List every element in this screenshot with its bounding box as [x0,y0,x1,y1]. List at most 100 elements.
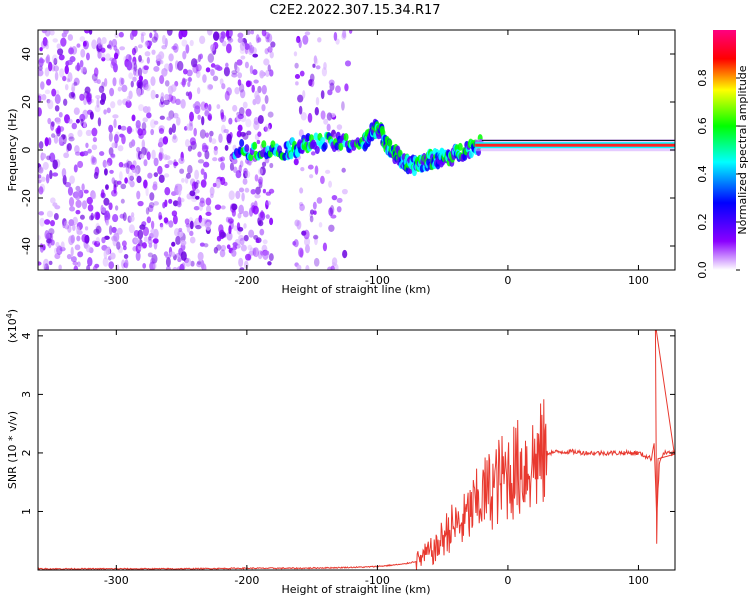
heatmap-cell [50,121,55,127]
heatmap-cell [267,111,274,118]
heatmap-cell [185,91,190,97]
heatmap-cell [151,149,156,160]
heatmap-cell [142,262,147,269]
heatmap-cell [225,30,230,38]
heatmap-cell [218,133,223,143]
colorbar-tick-label: 0.6 [696,117,709,135]
heatmap-cell [201,142,207,150]
heatmap-cell [96,98,100,108]
heatmap-cell [205,211,212,216]
heatmap-cell [251,205,256,214]
heatmap-cell [257,85,262,94]
heatmap-cell [38,211,45,216]
heatmap-cell [240,244,247,252]
heatmap-cell [151,254,158,264]
heatmap-cell [138,104,144,112]
heatmap-cell [101,189,105,198]
heatmap-cell [79,59,84,68]
heatmap-cell [68,132,74,140]
heatmap-cell [220,124,226,134]
heatmap-cell [146,216,152,224]
heatmap-cell [73,265,79,270]
heatmap-cell [254,174,259,182]
heatmap-cell [44,137,49,147]
heatmap-cell [55,117,61,125]
heatmap-cell [45,56,50,64]
heatmap-cell [325,169,331,174]
heatmap-cell [168,220,174,228]
heatmap-cell [307,164,314,170]
heatmap-cell [304,237,311,247]
heatmap-cell [137,128,143,136]
heatmap-cell [126,95,131,103]
heatmap-cell [310,151,316,156]
heatmap-cell [243,167,248,175]
heatmap-cell [178,157,185,165]
heatmap-cell [242,101,248,109]
heatmap-cell [190,260,195,267]
heatmap-cell [58,264,62,270]
heatmap-cell [314,58,319,65]
heatmap-cell [111,142,116,149]
heatmap-cell [121,240,127,247]
heatmap-cell [57,125,61,134]
heatmap-cell [54,105,60,112]
heatmap-cell [100,52,106,59]
heatmap-cell [120,183,127,190]
heatmap-cell [239,160,244,168]
heatmap-cell [130,139,136,147]
heatmap-cell [56,245,63,256]
heatmap-cell [334,264,339,270]
heatmap-cell [135,119,141,129]
heatmap-cell [237,124,243,132]
heatmap-cell [259,69,265,79]
heatmap-cell [187,81,191,88]
heatmap-cell [341,101,345,111]
heatmap-cell [209,130,214,137]
heatmap-cell [331,257,338,266]
heatmap-cell [101,56,106,62]
heatmap-cell [252,69,258,76]
heatmap-cell [46,210,54,218]
heatmap-cell [51,88,57,97]
heatmap-cell [109,87,115,97]
heatmap-cell [77,261,81,267]
heatmap-cell [108,261,115,270]
heatmap-cell [199,129,207,139]
heatmap-cell [40,81,45,90]
heatmap-cell [106,107,111,114]
heatmap-cell [63,152,70,159]
heatmap-cell [68,136,75,142]
heatmap-cell [53,135,59,144]
x-tick-label: 0 [504,274,511,287]
heatmap-cell [137,245,144,251]
heatmap-cell [341,188,348,195]
heatmap-cell [323,118,329,125]
heatmap-cell [231,70,238,75]
heatmap-cell [133,45,138,54]
heatmap-cell [68,197,75,207]
heatmap-cell [76,235,81,242]
heatmap-cell [63,220,69,228]
heatmap-cell [137,44,143,49]
heatmap-cell [44,30,51,37]
heatmap-cell [213,146,218,151]
heatmap-cell [47,117,52,125]
heatmap-cell [95,236,100,244]
heatmap-cell [152,181,158,188]
heatmap-cell [185,44,190,54]
heatmap-cell [159,223,164,231]
heatmap-cell [242,210,249,218]
heatmap-cell [171,241,176,247]
heatmap-cell [234,61,238,71]
heatmap-cell [196,87,201,95]
heatmap-cell [172,214,178,225]
heatmap-cell [302,90,306,99]
heatmap-cell [162,136,169,145]
heatmap-cell [204,106,209,116]
heatmap-cell [116,227,123,235]
heatmap-cell [109,57,115,62]
heatmap-cell [173,161,179,167]
heatmap-cell [150,128,155,136]
heatmap-cell [299,187,304,194]
